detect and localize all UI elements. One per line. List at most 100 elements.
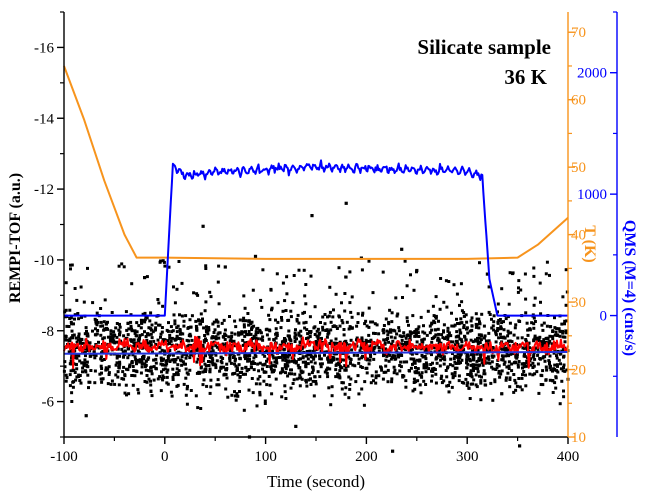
scatter-point: [325, 335, 329, 339]
scatter-point: [554, 386, 558, 390]
scatter-point: [272, 356, 276, 360]
scatter-point: [150, 372, 154, 376]
scatter-point: [357, 392, 361, 396]
scatter-point: [219, 365, 223, 369]
scatter-point: [223, 265, 227, 269]
scatter-point: [517, 319, 521, 323]
scatter-point: [405, 360, 409, 364]
scatter-point: [549, 364, 552, 368]
scatter-point: [555, 363, 559, 367]
scatter-point: [391, 356, 394, 359]
scatter-point: [244, 365, 248, 369]
scatter-point: [64, 334, 68, 338]
scatter-point: [165, 359, 169, 363]
scatter-point: [204, 354, 207, 358]
scatter-point: [214, 337, 218, 341]
scatter-point: [268, 329, 272, 333]
scatter-point: [459, 331, 463, 335]
scatter-point: [554, 375, 558, 379]
scatter-point: [337, 266, 341, 270]
scatter-point: [152, 378, 156, 382]
scatter-point: [540, 374, 544, 378]
scatter-point: [133, 343, 137, 347]
scatter-point: [204, 370, 207, 373]
scatter-point: [312, 326, 316, 330]
scatter-point: [169, 325, 173, 329]
scatter-point: [540, 323, 544, 327]
scatter-point: [470, 328, 474, 332]
scatter-point: [81, 351, 85, 355]
scatter-point: [405, 319, 409, 323]
scatter-point: [487, 331, 491, 335]
scatter-point: [249, 322, 253, 326]
scatter-point: [165, 375, 169, 379]
scatter-point: [274, 336, 278, 340]
scatter-point: [426, 309, 430, 313]
temperature-tick-label: 40: [571, 228, 586, 244]
scatter-point: [410, 352, 414, 356]
scatter-point: [551, 335, 554, 339]
scatter-point: [495, 329, 499, 333]
scatter-point: [513, 378, 517, 382]
scatter-point: [347, 396, 351, 400]
scatter-point: [517, 377, 521, 380]
scatter-point: [205, 328, 209, 332]
scatter-point: [109, 382, 113, 386]
scatter-point: [71, 385, 75, 389]
scatter-point: [99, 307, 103, 310]
scatter-point: [156, 377, 160, 381]
scatter-point: [352, 353, 356, 357]
scatter-point: [126, 333, 130, 337]
scatter-point: [553, 381, 557, 385]
scatter-point: [556, 364, 559, 368]
scatter-point: [304, 283, 308, 286]
scatter-point: [298, 373, 302, 377]
scatter-point: [210, 360, 214, 364]
scatter-point: [190, 344, 194, 347]
scatter-point: [177, 350, 181, 354]
scatter-point: [287, 372, 291, 376]
scatter-point: [179, 340, 183, 344]
scatter-point: [447, 384, 450, 387]
scatter-point: [455, 317, 458, 321]
scatter-point: [492, 328, 496, 332]
scatter-point: [541, 328, 545, 332]
scatter-point: [393, 354, 397, 358]
scatter-point: [457, 379, 461, 383]
scatter-point: [236, 373, 240, 377]
scatter-point: [491, 346, 495, 350]
scatter-point: [69, 336, 73, 340]
scatter-point: [148, 369, 152, 373]
scatter-point: [199, 366, 203, 370]
scatter-point: [459, 317, 463, 321]
scatter-point: [166, 339, 170, 343]
scatter-point: [564, 331, 568, 335]
scatter-point: [428, 331, 432, 335]
scatter-point: [497, 319, 501, 322]
scatter-point: [515, 355, 519, 359]
scatter-point: [258, 390, 262, 394]
scatter-point: [109, 339, 112, 343]
scatter-point: [237, 363, 241, 367]
scatter-point: [390, 311, 394, 315]
scatter-point: [143, 330, 146, 334]
scatter-point: [476, 339, 480, 343]
temperature-axis-title: T (K): [581, 225, 598, 262]
scatter-point: [176, 324, 180, 328]
scatter-point: [167, 321, 170, 325]
scatter-point: [280, 395, 284, 399]
scatter-point: [430, 353, 433, 357]
scatter-point: [316, 327, 320, 331]
scatter-point: [366, 339, 370, 343]
scatter-point: [247, 323, 251, 327]
scatter-point: [122, 365, 126, 369]
scatter-point: [319, 336, 323, 340]
scatter-point: [318, 357, 322, 361]
scatter-point: [459, 282, 463, 286]
scatter-point: [474, 373, 478, 377]
scatter-point: [500, 347, 504, 351]
scatter-point: [101, 337, 105, 341]
scatter-point: [416, 367, 420, 371]
scatter-point: [397, 355, 401, 359]
scatter-point: [265, 327, 269, 331]
